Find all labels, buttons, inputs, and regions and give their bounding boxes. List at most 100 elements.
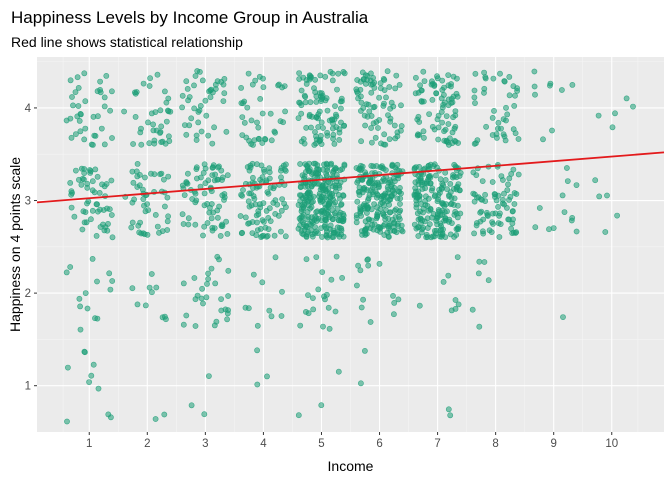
data-point <box>474 137 481 144</box>
data-point <box>214 78 221 85</box>
data-point <box>78 165 85 172</box>
data-point <box>300 205 307 212</box>
data-point <box>435 112 442 119</box>
data-point <box>158 139 165 145</box>
x-tick-label: 5 <box>318 438 324 450</box>
data-point <box>398 123 405 129</box>
data-point <box>456 173 463 179</box>
data-point <box>330 183 336 190</box>
data-point <box>623 95 630 102</box>
data-point <box>323 172 330 179</box>
data-point <box>259 279 266 286</box>
data-point <box>67 77 74 84</box>
data-point <box>159 314 166 321</box>
data-point <box>201 223 208 230</box>
data-point <box>81 170 88 176</box>
data-point <box>332 308 339 315</box>
data-point <box>396 82 403 88</box>
data-point <box>454 254 461 260</box>
data-point <box>75 85 82 91</box>
data-point <box>108 212 115 218</box>
data-point <box>367 70 374 77</box>
data-point <box>386 201 392 208</box>
data-point <box>515 136 522 142</box>
data-point <box>272 210 279 217</box>
data-point <box>321 194 328 201</box>
data-point <box>204 220 211 226</box>
data-point <box>224 316 230 323</box>
y-tick-label: 3 <box>25 196 31 208</box>
data-point <box>249 174 256 181</box>
data-point <box>506 92 513 99</box>
data-point <box>224 310 231 317</box>
data-point <box>67 179 74 186</box>
data-point <box>254 347 260 354</box>
data-point <box>394 129 401 136</box>
data-point <box>357 267 364 274</box>
data-point <box>390 292 396 299</box>
data-point <box>493 131 500 138</box>
data-point <box>360 296 366 303</box>
data-point <box>163 118 170 125</box>
data-point <box>504 187 511 193</box>
data-point <box>440 92 447 98</box>
data-point <box>211 322 218 329</box>
data-point <box>214 253 221 260</box>
data-point <box>211 225 218 231</box>
data-point <box>180 321 187 328</box>
data-point <box>361 112 368 119</box>
data-point <box>377 206 384 212</box>
data-point <box>371 201 377 207</box>
data-point <box>333 253 340 260</box>
data-point <box>77 303 83 310</box>
data-point <box>452 108 459 114</box>
data-point <box>311 160 317 167</box>
data-point <box>432 192 439 199</box>
data-point <box>420 134 427 141</box>
data-point <box>384 68 391 75</box>
data-point <box>397 195 404 202</box>
data-point <box>305 292 311 298</box>
data-point <box>508 170 515 177</box>
data-point <box>475 194 482 200</box>
data-point <box>384 193 391 200</box>
data-point <box>315 124 322 130</box>
data-point <box>313 99 320 105</box>
x-tick-label: 9 <box>550 438 556 450</box>
data-point <box>298 110 305 117</box>
data-point <box>375 223 382 230</box>
data-point <box>148 110 155 117</box>
data-point <box>502 137 509 144</box>
data-point <box>158 123 165 130</box>
data-point <box>278 313 285 319</box>
data-point <box>198 128 205 135</box>
data-point <box>101 103 108 110</box>
x-tick-label: 10 <box>605 438 618 450</box>
data-point <box>614 212 620 219</box>
data-point <box>321 161 327 168</box>
data-point <box>194 292 201 299</box>
data-point <box>592 177 599 184</box>
data-point <box>450 93 457 100</box>
data-point <box>225 293 231 299</box>
data-point <box>398 227 405 233</box>
data-point <box>560 314 566 320</box>
data-point <box>152 211 159 218</box>
data-point <box>417 82 423 89</box>
data-point <box>136 182 143 189</box>
data-point <box>161 411 168 418</box>
points-layer <box>63 68 636 425</box>
data-point <box>324 234 331 241</box>
data-point <box>390 311 397 318</box>
data-point <box>150 121 156 128</box>
data-point <box>385 215 392 222</box>
data-point <box>472 100 478 106</box>
data-point <box>385 112 391 118</box>
data-point <box>192 190 199 197</box>
data-point <box>142 208 149 215</box>
data-point <box>278 207 285 214</box>
data-point <box>362 122 368 129</box>
data-point <box>266 165 273 172</box>
data-point <box>568 217 575 224</box>
data-point <box>191 82 197 89</box>
